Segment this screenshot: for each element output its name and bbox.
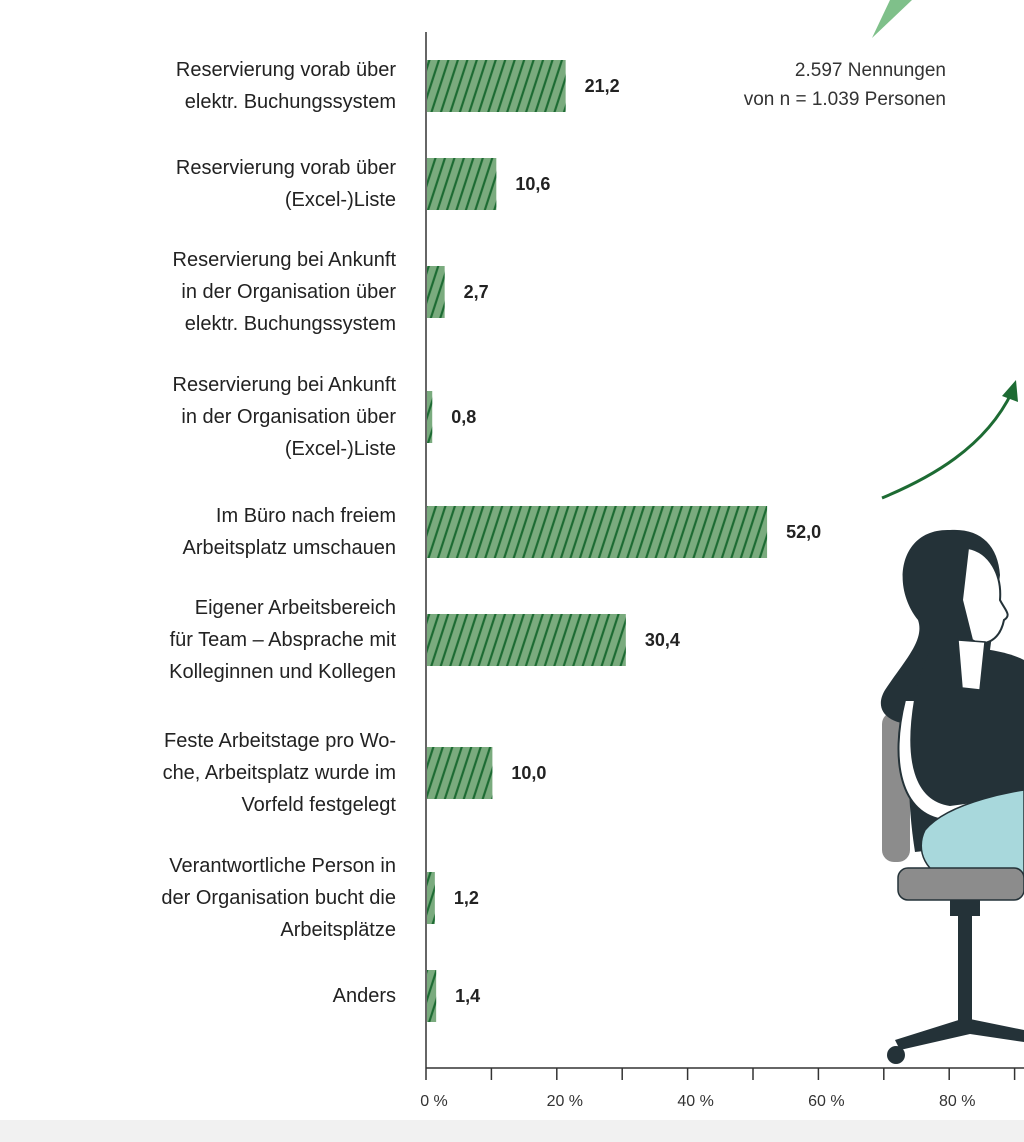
bar-value-label: 30,4: [645, 630, 680, 650]
bar-value-label: 1,2: [454, 888, 479, 908]
x-tick-label: 0 %: [420, 1093, 448, 1110]
category-label: Reservierung bei Ankunft in der Organisat…: [96, 369, 396, 465]
bar-hatch: [427, 614, 626, 666]
category-label-line: Im Büro nach freiem: [215, 505, 396, 527]
bar-hatch: [427, 391, 433, 443]
bar-value-label: 21,2: [585, 76, 620, 96]
x-tick-label: 60 %: [808, 1093, 844, 1110]
bar-value-label: 1,4: [455, 986, 480, 1006]
note-line-2: von n = 1.039 Personen: [743, 89, 946, 110]
bar-hatch: [427, 158, 497, 210]
sample-size-note: 2.597 Nennungen von n = 1.039 Personen: [640, 56, 946, 114]
category-label-line: che, Arbeitsplatz wurde im: [162, 762, 396, 784]
category-label: Reservierung vorab über elektr. Buchungss…: [96, 54, 396, 118]
bar-hatch: [427, 266, 445, 318]
category-label-line: Eigener Arbeitsbereich: [194, 597, 396, 619]
category-label: Verantwortliche Person in der Organisatio…: [96, 850, 396, 946]
category-label: Anders: [96, 980, 396, 1012]
category-label: Eigener Arbeitsbereich für Team – Absprac…: [96, 592, 396, 688]
category-label: Feste Arbeitstage pro Wo-che, Arbeitspla…: [96, 725, 396, 821]
arrow-head-icon: [1002, 380, 1018, 402]
leaf-icon: [872, 0, 912, 38]
bar-hatch: [427, 872, 435, 924]
bar-hatch: [427, 60, 566, 112]
category-label-line: Vorfeld festgelegt: [241, 794, 396, 816]
category-label: Reservierung vorab über (Excel-)Liste: [96, 152, 396, 216]
category-label-line: Reservierung bei Ankunft: [172, 374, 396, 396]
x-tick-label: 20 %: [547, 1093, 583, 1110]
category-label-line: Feste Arbeitstage pro Wo-: [164, 730, 396, 752]
bar-value-label: 52,0: [786, 522, 821, 542]
category-label-line: elektr. Buchungssystem: [184, 91, 396, 113]
growth-arrow-icon: [881, 391, 1014, 500]
illustration: [872, 0, 1024, 1064]
note-line-1: 2.597 Nennungen: [794, 60, 946, 81]
category-label-line: Reservierung vorab über: [175, 59, 396, 81]
bar-value-label: 10,0: [511, 763, 546, 783]
category-label-line: in der Organisation über: [181, 281, 396, 303]
bar-value-label: 10,6: [515, 174, 550, 194]
category-label-line: der Organisation bucht die: [161, 887, 396, 909]
bottom-strip: [0, 1120, 1024, 1142]
category-label-line: Anders: [332, 985, 396, 1007]
category-label: Im Büro nach freiem Arbeitsplatz umschaue…: [96, 500, 396, 564]
x-tick-label: 40 %: [677, 1093, 713, 1110]
bar-value-label: 2,7: [464, 282, 489, 302]
category-label-line: Reservierung vorab über: [175, 157, 396, 179]
category-label-line: Kolleginnen und Kollegen: [169, 661, 396, 683]
category-label-line: Verantwortliche Person in: [169, 855, 396, 877]
category-label-line: Reservierung bei Ankunft: [172, 249, 396, 271]
bar-hatch: [427, 506, 768, 558]
category-label-line: Arbeitsplatz umschauen: [182, 537, 396, 559]
bar-hatch: [427, 747, 493, 799]
category-label-line: Arbeitsplätze: [280, 919, 396, 941]
category-label-line: (Excel-)Liste: [284, 189, 396, 211]
x-tick-label: 80 %: [939, 1093, 975, 1110]
category-label-line: (Excel-)Liste: [284, 438, 396, 460]
category-label: Reservierung bei Ankunft in der Organisat…: [96, 244, 396, 340]
woman-on-chair-illustration: [880, 529, 1024, 1064]
bar-hatch: [427, 970, 437, 1022]
category-label-line: für Team – Absprache mit: [169, 629, 396, 651]
category-label-line: in der Organisation über: [181, 406, 396, 428]
bar-value-label: 0,8: [451, 407, 476, 427]
category-label-line: elektr. Buchungssystem: [184, 313, 396, 335]
